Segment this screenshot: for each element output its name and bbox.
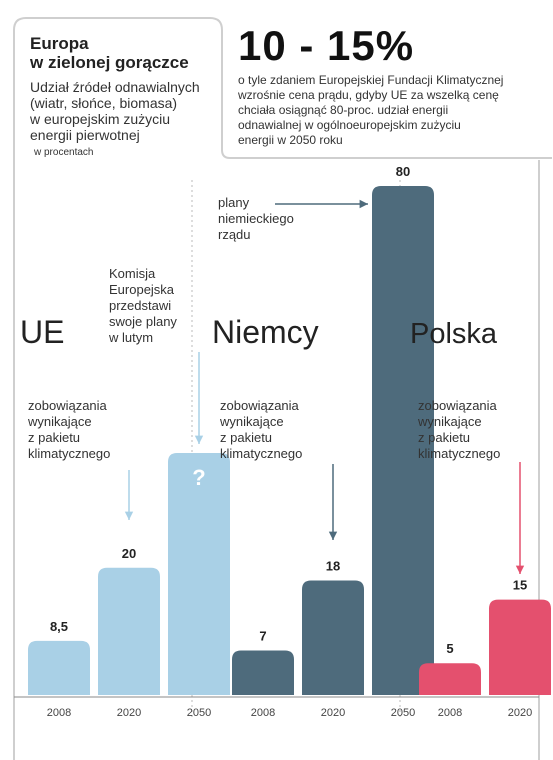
headline-note-line: wzrośnie cena prądu, gdyby UE za wszelką… (238, 88, 499, 102)
annotation-text: wynikające (417, 414, 482, 429)
note-text: Europejska (109, 282, 175, 297)
note-text: przedstawi (109, 298, 171, 313)
group-name-label: UE (20, 314, 64, 350)
headline-note: o tyle zdaniem Europejskiej Fundacji Kli… (238, 73, 528, 148)
headline-note-line: odnawialnej w ogólnoeuropejskim zużyciu (238, 118, 461, 132)
bar-polska-2008 (419, 663, 481, 695)
bar-value-label: 5 (446, 641, 453, 656)
annotation-arrow-head (124, 511, 134, 520)
title-line-2: w zielonej gorączce (30, 53, 189, 72)
frame-border (13, 17, 223, 760)
annotation-text: wynikające (219, 414, 284, 429)
x-tick-label: 2020 (117, 707, 141, 719)
bar-niemcy-2050 (372, 186, 434, 695)
annotation-arrow-head (328, 531, 338, 540)
headline-note-line: o tyle zdaniem Europejskiej Fundacji Kli… (238, 73, 504, 87)
bar-value-label: 8,5 (50, 619, 68, 634)
group-name-label: Niemcy (212, 314, 319, 350)
bar-value-label: ? (192, 465, 205, 490)
headline-note-line: chciała osiągnąć 80-proc. udział energii (238, 103, 449, 117)
bar-value-label: 7 (259, 628, 266, 643)
note-text: Komisja (109, 266, 156, 281)
annotation-text: klimatycznego (220, 446, 302, 461)
note-text: rządu (218, 227, 251, 242)
bar-polska-2020 (489, 599, 551, 695)
frame-border (221, 149, 552, 159)
annotation-text: wynikające (27, 414, 92, 429)
note-text: swoje plany (109, 314, 177, 329)
annotation-text: klimatycznego (28, 446, 110, 461)
bar-value-label: 80 (396, 164, 410, 179)
group-name-label: Polska (410, 318, 498, 350)
annotation-text: z pakietu (220, 430, 272, 445)
subtitle-line: energii pierwotnej (30, 127, 140, 143)
bar-value-label: 20 (122, 546, 136, 561)
bar-niemcy-2020 (302, 580, 364, 695)
annotation-text: klimatycznego (418, 446, 500, 461)
bar-value-label: 15 (513, 578, 527, 593)
x-tick-label: 2050 (187, 707, 211, 719)
plot-area: 8,52008202020?2050UEzobowiązaniawynikają… (20, 164, 551, 719)
x-tick-label: 2020 (508, 707, 532, 719)
headline-percent: 10 - 15% (238, 22, 415, 69)
unit-label: w procentach (34, 147, 94, 158)
note-text: w lutym (108, 330, 153, 345)
bar-value-label: 18 (326, 558, 340, 573)
annotation-arrow-head (515, 565, 525, 574)
annotation-text: zobowiązania (28, 398, 108, 413)
chart-title: Europa w zielonej gorączce (30, 34, 189, 72)
subtitle-line: Udział źródeł odnawialnych (30, 79, 200, 95)
bar-ue-2008 (28, 640, 90, 695)
annotation-text: z pakietu (418, 430, 470, 445)
headline-note-line: energii w 2050 roku (238, 133, 343, 147)
note-text: plany (218, 195, 250, 210)
subtitle-line: w europejskim zużyciu (30, 111, 171, 127)
bar-ue-2020 (98, 567, 160, 695)
note-arrow-head (194, 435, 204, 444)
subtitle-line: (wiatr, słońce, biomasa) (30, 95, 178, 111)
annotation-text: z pakietu (28, 430, 80, 445)
x-tick-label: 2008 (438, 707, 462, 719)
x-tick-label: 2050 (391, 707, 415, 719)
bar-ue-2050 (168, 453, 230, 695)
note-arrow-head (359, 199, 368, 209)
x-tick-label: 2008 (47, 707, 71, 719)
title-line-1: Europa (30, 34, 89, 53)
annotation-text: zobowiązania (418, 398, 498, 413)
annotation-text: zobowiązania (220, 398, 300, 413)
x-tick-label: 2008 (251, 707, 275, 719)
chart-subtitle: Udział źródeł odnawialnych (wiatr, słońc… (30, 79, 200, 143)
note-text: niemieckiego (218, 211, 294, 226)
x-tick-label: 2020 (321, 707, 345, 719)
bar-niemcy-2008 (232, 650, 294, 695)
